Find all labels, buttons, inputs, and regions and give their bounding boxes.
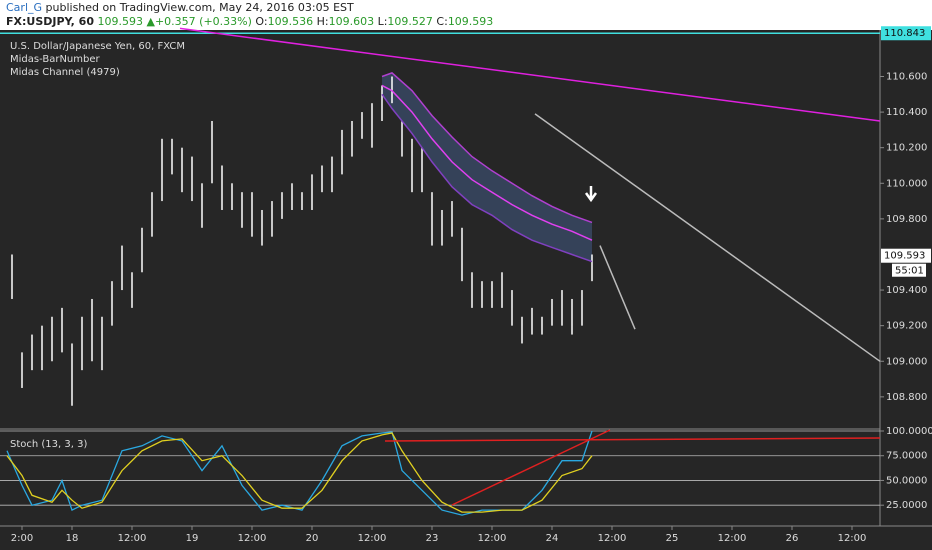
header-bg (0, 0, 932, 30)
o-val: 109.536 (268, 15, 314, 28)
h-val: 109.603 (329, 15, 375, 28)
arrow: ▲ (147, 15, 156, 28)
chart-bg (0, 30, 932, 550)
x-tick-label: 26 (786, 533, 799, 544)
x-tick-label: 24 (546, 533, 559, 544)
published: published on TradingView.com, May 24, 20… (46, 1, 354, 14)
y-tick-label: 50.0000 (886, 475, 927, 486)
trend-line (179, 27, 881, 122)
panel-title: U.S. Dollar/Japanese Yen, 60, FXCM (10, 41, 185, 52)
x-tick-label: 2:00 (11, 533, 33, 544)
trend-line (534, 113, 881, 362)
x-tick-label: 12:00 (718, 533, 747, 544)
last-label: 109.593 (884, 251, 925, 262)
x-tick-label: 12:00 (238, 533, 267, 544)
x-tick-label: 20 (306, 533, 319, 544)
trend-line (384, 437, 881, 442)
y-tick-label: 110.000 (886, 178, 927, 189)
stoch-line (6, 432, 593, 513)
trend-line (599, 245, 636, 330)
x-tick-label: 25 (666, 533, 679, 544)
level-label: 110.843 (884, 28, 925, 39)
y-tick-label: 75.0000 (886, 451, 927, 462)
indicator-label: Midas-BarNumber (10, 54, 101, 65)
o: O: (255, 15, 267, 28)
countdown-box (892, 263, 926, 277)
h: H: (317, 15, 329, 28)
x-tick-label: 12:00 (598, 533, 627, 544)
y-tick-label: 110.600 (886, 71, 927, 82)
c-val: 109.593 (448, 15, 494, 28)
trend-line (451, 429, 611, 506)
symbol: FX:USDJPY, 60 (6, 15, 94, 28)
author[interactable]: Carl_G (6, 1, 42, 14)
x-tick-label: 23 (426, 533, 439, 544)
y-tick-label: 108.800 (886, 392, 927, 403)
y-tick-label: 110.200 (886, 143, 927, 154)
x-tick-label: 18 (66, 533, 79, 544)
channel-line (381, 84, 593, 241)
level-box (881, 26, 931, 41)
y-tick-label: 109.200 (886, 321, 927, 332)
c: C: (436, 15, 447, 28)
countdown: 55:01 (895, 266, 924, 277)
y-tick-label: 110.400 (886, 107, 927, 118)
channel-line (381, 72, 593, 224)
y-tick-label: 109.400 (886, 285, 927, 296)
y-tick-label: 25.0000 (886, 500, 927, 511)
x-tick-label: 19 (186, 533, 199, 544)
panel-title: Stoch (13, 3, 3) (10, 439, 87, 450)
price: 109.593 (98, 15, 144, 28)
header-line-1: Carl_G published on TradingView.com, May… (6, 1, 354, 14)
last-box (881, 248, 931, 263)
x-tick-label: 12:00 (838, 533, 867, 544)
indicator-label: Midas Channel (4979) (10, 67, 120, 78)
y-tick-label: 109.000 (886, 356, 927, 367)
l: L: (378, 15, 388, 28)
channel-fill (382, 72, 592, 262)
x-tick-label: 12:00 (478, 533, 507, 544)
change: +0.357 (+0.33%) (155, 15, 252, 28)
channel-line (381, 93, 593, 263)
y-tick-label: 100.0000 (886, 426, 932, 437)
x-tick-label: 12:00 (118, 533, 147, 544)
x-tick-label: 12:00 (358, 533, 387, 544)
y-tick-label: 109.800 (886, 214, 927, 225)
l-val: 109.527 (387, 15, 433, 28)
header-line-2: FX:USDJPY, 60 109.593 ▲+0.357 (+0.33%) O… (6, 15, 493, 28)
down-arrow (584, 186, 598, 203)
